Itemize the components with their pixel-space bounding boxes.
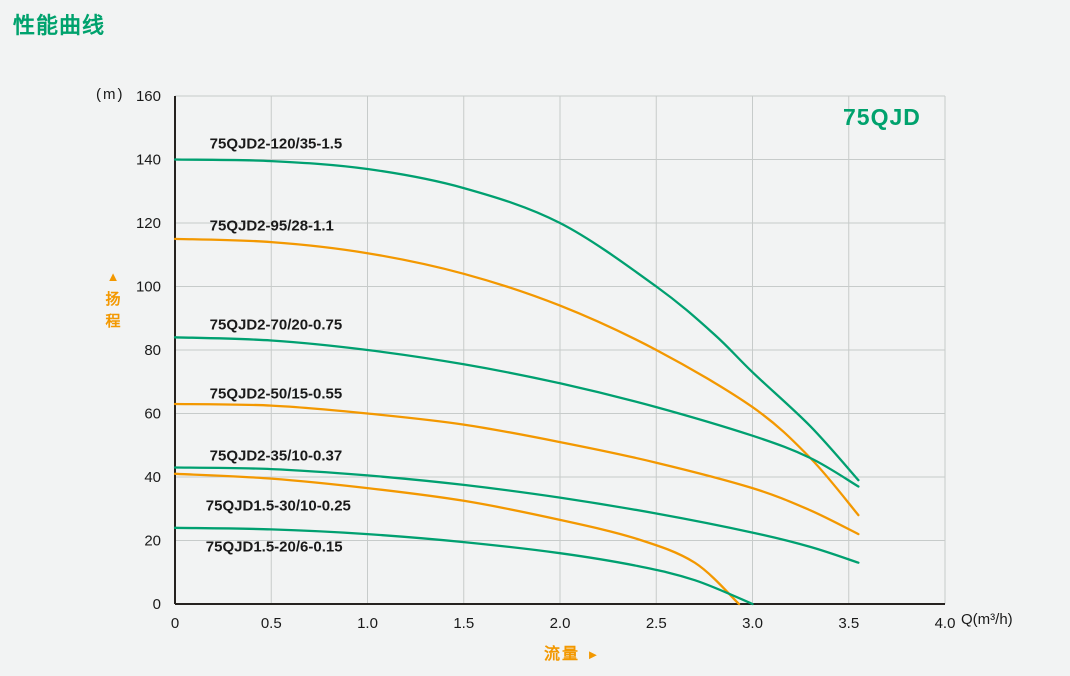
y-tick-label: 20 bbox=[144, 533, 161, 550]
y-tick-label: 140 bbox=[136, 152, 161, 169]
y-tick-label: 40 bbox=[144, 469, 161, 486]
x-tick-label: 3.5 bbox=[838, 615, 859, 632]
curve-75QJD1.5-20/6-0.15 bbox=[173, 526, 754, 606]
x-tick-label: 4.0 bbox=[935, 615, 956, 632]
y-axis-title-text: 扬程 bbox=[105, 291, 121, 330]
y-axis-unit: (m) bbox=[96, 86, 125, 103]
curve-75QJD2-70/20-0.75 bbox=[173, 336, 860, 488]
x-tick-label: 3.0 bbox=[742, 615, 763, 632]
y-tick-label: 120 bbox=[136, 215, 161, 232]
x-axis-unit: Q(m³/h) bbox=[961, 611, 1013, 628]
x-axis-title-text: 流量 bbox=[544, 646, 581, 663]
curve-75QJD2-50/15-0.55 bbox=[173, 402, 860, 536]
curve-label: 75QJD2-95/28-1.1 bbox=[209, 217, 334, 235]
x-tick-label: 1.0 bbox=[357, 615, 378, 632]
curve-75QJD2-120/35-1.5 bbox=[173, 158, 860, 482]
y-tick-label: 100 bbox=[136, 279, 161, 296]
curve-75QJD2-35/10-0.37 bbox=[173, 466, 860, 564]
curve-label: 75QJD2-50/15-0.55 bbox=[209, 385, 343, 403]
curve-label: 75QJD2-120/35-1.5 bbox=[209, 135, 343, 153]
y-axis-title: ▲ 扬程 bbox=[103, 266, 123, 333]
curve-75QJD2-95/28-1.1 bbox=[173, 237, 860, 517]
x-axis-title: 流量 ► bbox=[544, 640, 601, 664]
x-tick-label: 2.0 bbox=[550, 615, 571, 632]
right-triangle-icon: ► bbox=[586, 647, 602, 662]
up-triangle-icon: ▲ bbox=[106, 269, 120, 284]
x-tick-label: 1.5 bbox=[453, 615, 474, 632]
y-tick-label: 160 bbox=[136, 88, 161, 105]
curve-label: 75QJD1.5-20/6-0.15 bbox=[205, 538, 343, 556]
curve-label: 75QJD1.5-30/10-0.25 bbox=[205, 497, 351, 515]
y-tick-label: 0 bbox=[153, 596, 161, 613]
x-tick-label: 0.5 bbox=[261, 615, 282, 632]
y-tick-label: 80 bbox=[144, 342, 161, 359]
y-tick-label: 60 bbox=[144, 406, 161, 423]
curve-label: 75QJD2-35/10-0.37 bbox=[209, 447, 343, 465]
pump-family-label: 75QJD bbox=[843, 104, 921, 130]
curve-75QJD1.5-30/10-0.25 bbox=[173, 472, 741, 606]
page-title: 性能曲线 bbox=[13, 13, 106, 38]
x-tick-label: 2.5 bbox=[646, 615, 667, 632]
x-tick-label: 0 bbox=[171, 615, 179, 632]
curve-label: 75QJD2-70/20-0.75 bbox=[209, 316, 343, 334]
